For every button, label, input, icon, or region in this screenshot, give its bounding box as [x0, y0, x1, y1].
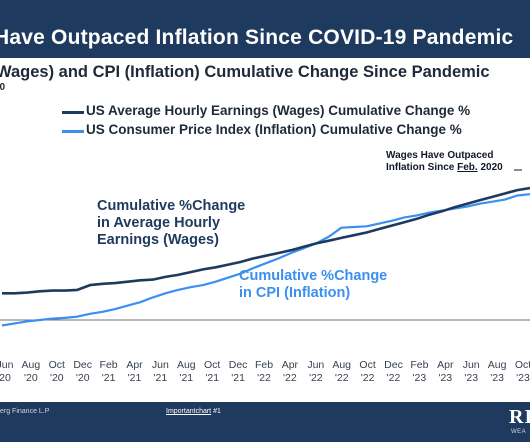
series-line-wages: [2, 186, 530, 295]
x-tick-month: Jun: [462, 359, 480, 371]
x-tick-label: Oct '21: [197, 359, 227, 385]
x-tick-year: '21: [127, 372, 142, 384]
x-tick-month: Dec: [228, 359, 248, 371]
x-tick-month: Aug: [487, 359, 507, 371]
x-tick-label: Aug '22: [327, 359, 357, 385]
chart-title: Have Outpaced Inflation Since COVID-19 P…: [0, 26, 514, 49]
callout-line2-suffix: 2020: [477, 162, 503, 173]
legend-swatch-cpi: [62, 130, 84, 133]
x-tick-label: Dec '20: [68, 359, 98, 385]
annotation-wages-line2: in Average Hourly: [97, 215, 221, 231]
callout-line2: Inflation Since Feb. 2020: [386, 162, 503, 174]
x-tick-label: Dec '21: [223, 359, 253, 385]
x-tick-month: Jun: [307, 359, 325, 371]
x-tick-year: '20: [49, 372, 64, 384]
chart-subtitle: Wages) and CPI (Inflation) Cumulative Ch…: [0, 63, 490, 81]
series-line-cpi: [1, 193, 530, 327]
x-tick-year: '22: [257, 372, 271, 384]
x-tick-year: '21: [153, 372, 168, 384]
x-tick-year: '22: [386, 372, 401, 384]
x-tick-label: Oct '23: [508, 359, 530, 385]
legend-label-wages: US Average Hourly Earnings (Wages) Cumul…: [86, 103, 471, 118]
footer-link[interactable]: Importantchart #1: [166, 408, 221, 415]
x-tick-year: '21: [179, 372, 194, 384]
callout-note: Wages Have Outpaced Inflation Since Feb.…: [386, 150, 503, 174]
x-tick-year: '20: [75, 372, 90, 384]
line-chart: [0, 169, 530, 327]
footer-link-suffix: #1: [211, 408, 221, 415]
x-tick-year: '21: [205, 372, 220, 384]
x-tick-month: Feb: [254, 359, 274, 371]
annotation-wages-line1: Cumulative %Change: [97, 198, 246, 214]
x-tick-label: Aug '20: [16, 359, 46, 385]
x-tick-month: Dec: [384, 359, 403, 371]
x-tick-month: Aug: [176, 359, 196, 371]
x-tick-label: Jun '22: [301, 359, 331, 385]
x-tick-month: Jun: [0, 359, 14, 371]
x-tick-label: Apr '23: [430, 359, 460, 385]
x-tick-month: Feb: [99, 359, 118, 371]
x-tick-year: '23: [490, 372, 504, 384]
x-tick-year: '23: [412, 372, 427, 384]
annotation-wages: Cumulative %Change in Average Hourly Ear…: [97, 198, 245, 249]
x-tick-month: Feb: [410, 359, 429, 371]
x-tick-label: Apr '21: [120, 359, 150, 385]
x-tick-month: Oct: [204, 359, 221, 371]
x-tick-label: Feb '21: [94, 359, 124, 385]
x-tick-label: Aug '23: [482, 359, 512, 385]
x-tick-year: '20: [24, 372, 38, 384]
footer-bar: erg Finance L.P Importantchart #1 RI WEA: [0, 402, 530, 442]
x-tick-label: Oct '22: [353, 359, 383, 385]
callout-link-feb: Feb.: [457, 162, 478, 173]
x-tick-label: Dec '22: [379, 359, 409, 385]
x-tick-label: Jun20: [0, 359, 20, 385]
x-tick-month: Apr: [126, 359, 143, 371]
x-tick-month: Aug: [21, 359, 41, 371]
annotation-wages-line3: Earnings (Wages): [97, 232, 219, 248]
x-tick-label: Oct '20: [42, 359, 72, 385]
x-tick-year: '21: [101, 372, 116, 384]
title-bar: Have Outpaced Inflation Since COVID-19 P…: [0, 0, 530, 58]
x-tick-label: Feb '22: [249, 359, 279, 385]
x-tick-label: Apr '22: [275, 359, 305, 385]
callout-line1: Wages Have Outpaced: [386, 150, 494, 161]
x-tick-year: '23: [516, 372, 530, 384]
brand-logo: RI: [509, 406, 530, 428]
legend-label-cpi: US Consumer Price Index (Inflation) Cumu…: [86, 122, 462, 137]
x-tick-year: '22: [283, 372, 297, 384]
x-tick-month: Oct: [359, 359, 376, 371]
x-tick-month: Oct: [514, 359, 530, 371]
x-tick-year: '23: [438, 372, 453, 384]
x-tick-month: Aug: [332, 359, 352, 371]
x-tick-label: Jun '21: [145, 359, 175, 385]
x-tick-year: '21: [231, 372, 245, 384]
x-tick-label: Aug '21: [171, 359, 201, 385]
x-tick-year: '22: [334, 372, 349, 384]
x-tick-label: Feb '23: [404, 359, 434, 385]
x-tick-month: Dec: [73, 359, 93, 371]
chart-subtitle-line2: 20: [0, 82, 6, 93]
x-tick-year: 20: [0, 372, 11, 384]
callout-line2-prefix: Inflation Since: [386, 162, 458, 173]
x-tick-year: '23: [464, 372, 479, 384]
x-tick-label: Jun '23: [456, 359, 486, 385]
x-tick-year: '22: [360, 372, 375, 384]
annotation-cpi-line1: Cumulative %Change: [239, 268, 388, 284]
annotation-cpi: Cumulative %Change in CPI (Inflation): [239, 268, 387, 302]
x-tick-month: Apr: [281, 359, 299, 371]
brand-logo-sub: WEA: [511, 429, 527, 435]
annotation-cpi-line2: in CPI (Inflation): [239, 285, 351, 301]
legend-swatch-wages: [62, 111, 84, 114]
x-tick-month: Jun: [151, 359, 169, 371]
x-tick-month: Oct: [48, 359, 65, 371]
x-tick-year: '22: [308, 372, 323, 384]
x-tick-month: Apr: [437, 359, 454, 371]
footer-source: erg Finance L.P: [0, 408, 50, 415]
footer-link-text[interactable]: Importantchart: [166, 408, 212, 415]
